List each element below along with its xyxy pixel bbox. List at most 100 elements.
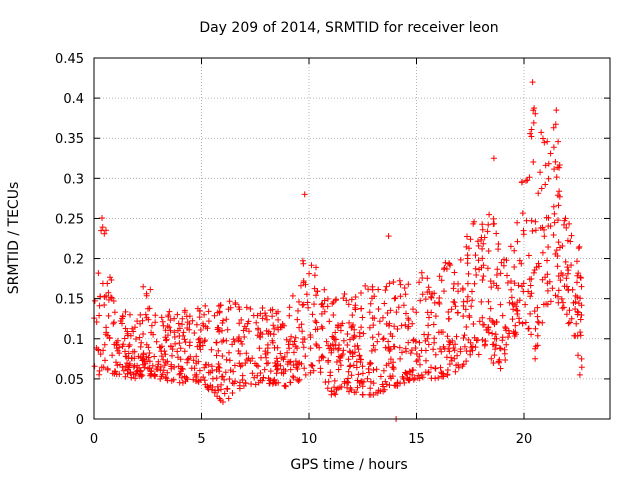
data-point [574,311,581,318]
data-point [463,324,470,330]
data-point [569,286,576,293]
data-point [432,365,439,372]
data-point [485,248,492,254]
data-point [151,372,158,379]
data-point [329,300,336,307]
data-point [295,378,302,384]
data-point [437,364,444,371]
data-point [282,382,289,389]
data-point [491,352,498,359]
data-point [152,319,159,326]
data-point [174,348,181,355]
data-point [501,350,508,357]
data-point [165,312,172,319]
data-point [125,350,132,357]
data-point [200,374,207,381]
data-point [539,249,546,256]
data-point [96,367,103,374]
y-tick-label: 0.1 [63,333,84,348]
x-tick-label: 20 [516,432,533,447]
data-point [137,311,144,318]
data-point [221,390,228,397]
data-point [295,307,301,314]
data-point [348,296,355,303]
data-point [424,335,431,342]
data-point [374,390,381,396]
data-point [530,119,537,126]
data-point [528,290,535,297]
data-point [207,382,214,389]
data-point [366,324,373,331]
data-point [242,379,249,386]
data-point [360,330,367,337]
data-point [555,138,562,145]
data-point [319,353,326,360]
data-point [527,282,534,289]
data-point [469,288,475,295]
data-point [114,347,121,354]
data-point [518,260,525,267]
data-point [140,351,147,358]
data-point [395,304,402,311]
data-point [425,341,432,348]
data-point [182,378,189,385]
data-point [123,353,130,360]
chart-title: Day 209 of 2014, SRMTID for receiver leo… [199,20,498,36]
data-point [236,382,243,389]
data-point [193,321,200,328]
data-point [474,238,481,245]
data-point [578,355,585,362]
data-point [110,298,117,304]
data-point [380,336,386,343]
data-point [438,277,445,284]
data-point [382,287,389,294]
data-point [188,365,195,372]
data-point [140,331,147,337]
data-point [301,191,308,198]
data-point [399,349,405,356]
data-point [341,378,348,385]
data-point [485,221,492,228]
data-point [302,353,309,360]
data-point [529,79,536,86]
data-point [380,314,386,321]
data-point [171,334,178,340]
data-point [196,367,203,374]
data-point [370,367,377,373]
data-point [214,324,221,331]
data-point [307,345,314,352]
data-point [564,270,571,277]
data-point [359,370,366,377]
data-point [444,367,451,373]
data-point [432,351,439,358]
data-point [312,318,319,324]
data-point [197,346,204,353]
data-point [141,364,148,371]
data-point [319,300,326,307]
data-point [519,210,526,217]
data-point [270,322,277,329]
data-point [573,320,580,327]
data-point [549,285,556,292]
data-point [565,320,572,327]
data-point [235,335,242,342]
data-point [120,341,127,348]
data-point [176,333,183,339]
data-point [438,348,445,355]
data-point [122,308,129,315]
data-point [124,367,131,373]
data-point [323,338,330,345]
data-point [491,220,498,227]
data-point [572,292,579,299]
data-point [445,315,452,322]
data-point [455,288,462,295]
data-point [321,297,328,304]
data-point [490,341,497,348]
data-point [551,219,558,226]
data-point [243,350,250,357]
data-point [285,341,292,348]
data-point [412,345,419,351]
data-point [537,225,544,231]
data-point [96,312,103,319]
data-point [439,370,445,377]
